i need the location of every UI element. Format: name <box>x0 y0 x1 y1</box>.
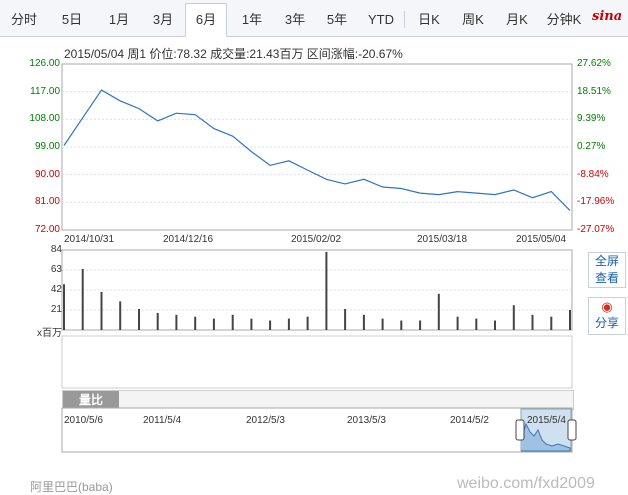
price-axis-label: 108.00 <box>29 113 60 125</box>
volume-bar <box>306 316 309 330</box>
navigator-left-handle <box>515 419 525 441</box>
price-axis-label: 126.00 <box>29 58 60 69</box>
percent-axis-label: 9.39% <box>577 113 606 125</box>
volume-axis-label: 84 <box>50 244 62 255</box>
tab-separator <box>404 11 405 28</box>
volume-bar <box>194 316 197 330</box>
volume-bar <box>550 316 553 330</box>
share-label: 分享 <box>594 316 619 330</box>
volume-bar <box>419 320 422 330</box>
volume-bar <box>287 318 290 330</box>
volume-bar <box>138 309 140 330</box>
percent-axis-label: -8.84% <box>577 168 609 180</box>
navigator-date-label: 2011/5/4 <box>143 415 182 426</box>
volume-bar <box>381 318 384 330</box>
tab-11[interactable]: 月K <box>506 12 528 27</box>
percent-axis-label: -27.07% <box>577 224 615 235</box>
volume-bar <box>269 320 272 330</box>
percent-axis-label: -17.96% <box>577 196 615 208</box>
navigator-date-label: 2015/5/4 <box>527 415 566 426</box>
volume-bar <box>512 305 515 330</box>
tab-1[interactable]: 5日 <box>61 12 83 27</box>
price-line <box>63 89 571 212</box>
price-axis-label: 99.00 <box>34 141 60 152</box>
tab-0[interactable]: 分时 <box>10 12 37 27</box>
volume-bar <box>437 293 440 330</box>
date-axis-label: 2015/02/02 <box>291 234 342 245</box>
volume-bar <box>231 314 234 330</box>
weibo-icon: ◉ <box>601 299 613 314</box>
sina-logo: sina <box>592 9 623 24</box>
volume-bar <box>156 312 159 330</box>
price-axis-label: 81.00 <box>34 196 60 208</box>
blank-panel <box>61 335 573 389</box>
stock-name-footer: 阿里巴巴(baba) <box>30 480 113 494</box>
volume-bar <box>531 314 534 330</box>
volume-bar <box>456 316 459 330</box>
tab-3[interactable]: 3月 <box>152 12 174 27</box>
volume-bar <box>475 318 478 330</box>
volume-bar <box>175 314 178 330</box>
volume-bar <box>63 284 65 330</box>
volume-bar <box>400 320 403 330</box>
date-axis-label: 2015/03/18 <box>417 234 468 245</box>
volume-axis-label: 21 <box>50 304 62 315</box>
navigator-line <box>520 422 571 452</box>
volume-bar <box>212 318 215 330</box>
fullscreen-button[interactable]: 全屏 查看 <box>588 252 626 288</box>
navigator-date-label: 2010/5/6 <box>64 415 103 426</box>
volume-bar <box>250 318 253 330</box>
tab-10[interactable]: 周K <box>462 12 484 27</box>
volume-axis-label: 63 <box>50 264 62 275</box>
tab-5[interactable]: 1年 <box>241 12 263 27</box>
volume-bar <box>119 301 122 330</box>
navigator-date-label: 2013/5/3 <box>347 415 386 426</box>
price-plot-area <box>61 63 573 231</box>
volume-plot-area <box>61 249 573 331</box>
date-axis-label: 2014/10/31 <box>64 234 115 245</box>
date-axis-label: 2014/12/16 <box>163 234 214 245</box>
percent-axis-label: 27.62% <box>577 58 611 69</box>
volume-bar <box>100 291 103 330</box>
navigator-date-label: 2014/5/2 <box>450 415 489 426</box>
navigator-date-label: 2012/5/3 <box>246 415 285 426</box>
volume-bar <box>81 269 84 330</box>
volume-unit-label: x百万 <box>37 328 62 339</box>
navigator-bar[interactable]: 量比 <box>62 390 574 410</box>
tab-9[interactable]: 日K <box>418 12 440 27</box>
volume-bar <box>325 251 328 330</box>
percent-axis-label: 18.51% <box>577 85 611 97</box>
volume-bar <box>344 309 347 330</box>
percent-axis-label: 0.27% <box>577 141 606 152</box>
volume-bar <box>362 314 365 330</box>
tab-8[interactable]: YTD <box>368 12 394 27</box>
navigator-right-handle <box>567 419 577 441</box>
volume-axis-label: 42 <box>50 284 62 295</box>
volume-bar <box>494 320 496 330</box>
volume-ratio-tab[interactable]: 量比 <box>63 391 119 409</box>
tab-4[interactable]: 6月 <box>185 3 227 37</box>
weibo-watermark: weibo.com/fxd2009 <box>457 475 595 492</box>
volume-bar <box>569 310 571 330</box>
tab-12[interactable]: 分钟K <box>546 12 582 27</box>
tab-7[interactable]: 5年 <box>326 12 348 27</box>
period-tab-bar: 分时 5日 1月 3月 6月 1年 3年 5年 YTD 日K 周K 月K 分钟K <box>0 0 628 37</box>
price-axis-label: 90.00 <box>34 168 60 180</box>
price-axis-label: 72.00 <box>34 224 60 235</box>
tab-6[interactable]: 3年 <box>284 12 306 27</box>
tab-2[interactable]: 1月 <box>108 12 130 27</box>
share-button[interactable]: ◉ 分享 <box>588 297 626 335</box>
quote-info-line: 2015/05/04 周1 价位:78.32 成交量:21.43百万 区间涨幅:… <box>64 47 403 61</box>
price-axis-label: 117.00 <box>30 85 60 97</box>
date-axis-label: 2015/05/04 <box>516 234 567 245</box>
